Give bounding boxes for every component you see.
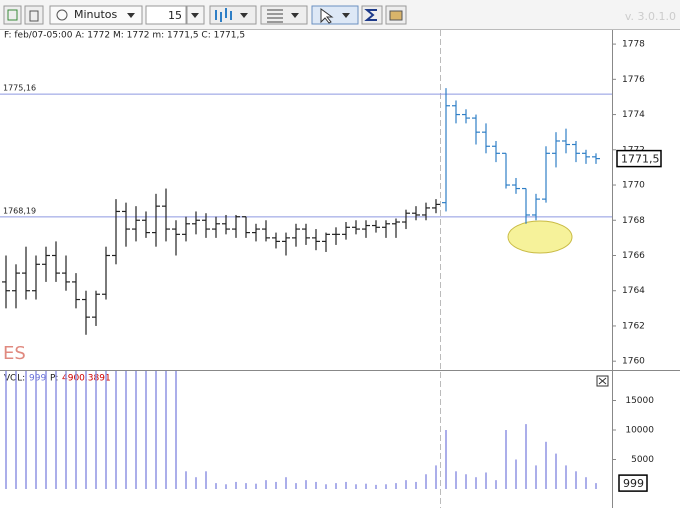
arrow	[240, 13, 248, 18]
y-tick-label: 15000	[625, 396, 654, 406]
cursor-button[interactable]	[311, 5, 359, 25]
new-button[interactable]	[3, 5, 22, 25]
timeframe-dropdown[interactable]	[49, 5, 143, 25]
icon	[7, 9, 18, 21]
arrow	[291, 13, 299, 18]
y-tick-label: 1764	[622, 286, 645, 296]
period-input[interactable]	[145, 5, 187, 25]
arrow	[127, 13, 135, 18]
last-volume-label: 999	[623, 477, 644, 490]
list-button[interactable]	[260, 5, 308, 25]
icon	[389, 10, 403, 21]
y-tick-label: 1778	[622, 40, 645, 50]
level-label: 1775,16	[3, 84, 36, 93]
level-label: 1768,19	[3, 206, 36, 215]
highlight	[507, 220, 573, 254]
y-tick-label: 5000	[631, 455, 654, 465]
y-tick-label: 10000	[625, 426, 654, 436]
icon	[267, 9, 283, 23]
icon	[320, 8, 334, 24]
icon	[364, 9, 377, 21]
y-tick-label: 1762	[622, 321, 645, 331]
last-price-box	[616, 149, 662, 168]
y-tick-label: 1766	[622, 251, 645, 261]
last-volume-box	[618, 474, 648, 492]
y-tick-label: 1774	[622, 110, 645, 120]
arrow	[191, 13, 199, 18]
version: v. 3.0.1.0	[625, 10, 676, 23]
vol-label: VOL:	[4, 374, 25, 384]
timeframe: Minutos	[74, 8, 118, 21]
p-label: P:	[50, 374, 58, 384]
icon	[56, 9, 68, 21]
arrow	[342, 13, 350, 18]
icon	[598, 377, 607, 385]
last-price-label: 1771,5	[621, 153, 660, 166]
period: 15	[168, 9, 182, 22]
icon	[215, 8, 232, 22]
y-tick-label: 1768	[622, 216, 645, 226]
y-tick-label: 1760	[622, 357, 645, 367]
y-tick-label: 1776	[622, 75, 645, 85]
bar-info: F: feb/07-05:00 A: 1772 M: 1772 m: 1771,…	[4, 31, 245, 41]
y-tick-label: 1770	[622, 181, 645, 191]
vol-value: 999	[29, 374, 46, 384]
symbol: ES	[3, 343, 26, 364]
icon	[29, 10, 39, 22]
